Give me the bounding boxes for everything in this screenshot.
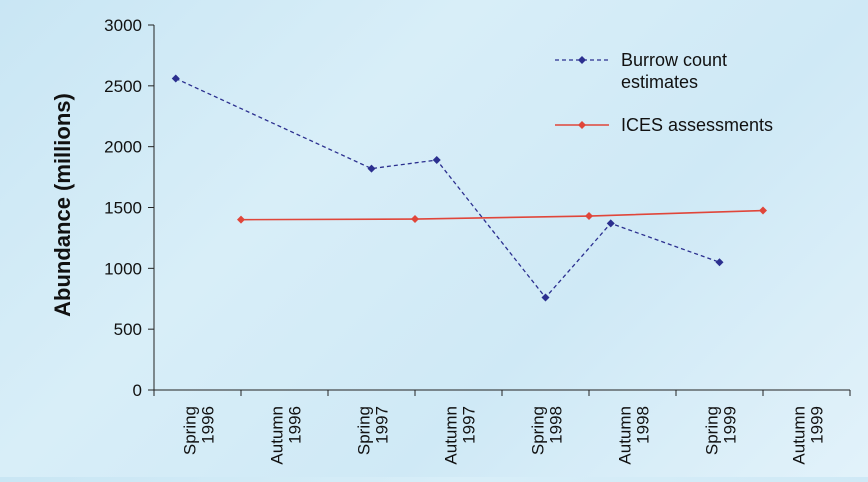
x-tick-label: Spring1999 [703, 406, 740, 455]
x-tick-label-line: 1998 [547, 406, 566, 444]
x-tick-label-line: 1996 [286, 406, 305, 444]
x-tick-label-text: Autumn1997 [442, 406, 479, 465]
data-point-burrow-count [171, 74, 180, 83]
x-tick-label-line: Spring [529, 406, 548, 455]
legend-label-burrow-count: Burrow count estimates [621, 50, 727, 92]
x-tick-label: Autumn1999 [790, 406, 827, 465]
y-tick-label: 0 [133, 381, 142, 400]
x-tick-label-line: Spring [355, 406, 374, 455]
data-point-ices [411, 215, 419, 224]
x-tick-label: Spring1998 [529, 406, 566, 455]
data-point-burrow-count [432, 156, 441, 165]
x-tick-label-line: 1997 [373, 406, 392, 444]
data-point-ices [237, 215, 245, 224]
x-tick-label-line: Spring [181, 406, 200, 455]
x-tick-label-line: Autumn [268, 406, 287, 465]
y-tick-label: 1000 [104, 259, 142, 278]
x-tick-label-line: Spring [703, 406, 722, 455]
x-tick-label-text: Autumn1996 [268, 406, 305, 465]
x-tick-label-line: 1997 [460, 406, 479, 444]
x-tick-label-line: Autumn [616, 406, 635, 465]
x-tick-label-text: Spring1996 [181, 406, 218, 455]
y-tick-label: 2000 [104, 138, 142, 157]
x-tick-label: Autumn1996 [268, 406, 305, 465]
x-tick-label-line: 1996 [199, 406, 218, 444]
x-tick-label-line: 1999 [808, 406, 827, 444]
legend-label-ices: ICES assessments [621, 115, 773, 135]
x-tick-label-line: 1998 [634, 406, 653, 444]
x-tick-label-line: 1999 [721, 406, 740, 444]
y-axis-title: Abundance (millions) [50, 93, 75, 317]
x-tick-label: Spring1997 [355, 406, 392, 455]
legend-label-line: Burrow count [621, 50, 727, 70]
data-point-burrow-count [606, 219, 615, 228]
x-tick-label: Autumn1997 [442, 406, 479, 465]
data-point-burrow-count [541, 293, 550, 302]
data-point-ices [759, 206, 767, 215]
x-tick-label-text: Autumn1999 [790, 406, 827, 465]
y-tick-label: 500 [114, 320, 142, 339]
y-tick-label: 1500 [104, 199, 142, 218]
x-tick-label: Autumn1998 [616, 406, 653, 465]
data-point-burrow-count [715, 258, 724, 267]
y-tick-label: 3000 [104, 16, 142, 35]
x-tick-label-text: Spring1998 [529, 406, 566, 455]
series-line-burrow-count [175, 77, 720, 299]
legend-marker-ices [578, 121, 586, 129]
x-tick-label-line: Autumn [790, 406, 809, 465]
legend-label-line: estimates [621, 72, 698, 92]
y-tick-label: 2500 [104, 77, 142, 96]
x-tick-label-text: Autumn1998 [616, 406, 653, 465]
x-tick-label-text: Spring1997 [355, 406, 392, 455]
series-line-ices [240, 209, 764, 221]
legend-label-line: ICES assessments [621, 115, 773, 135]
legend-marker-burrow-count [578, 56, 586, 64]
x-tick-label-text: Spring1999 [703, 406, 740, 455]
x-tick-label: Spring1996 [181, 406, 218, 455]
data-point-ices [585, 212, 593, 221]
x-tick-label-line: Autumn [442, 406, 461, 465]
data-point-burrow-count [367, 164, 376, 173]
